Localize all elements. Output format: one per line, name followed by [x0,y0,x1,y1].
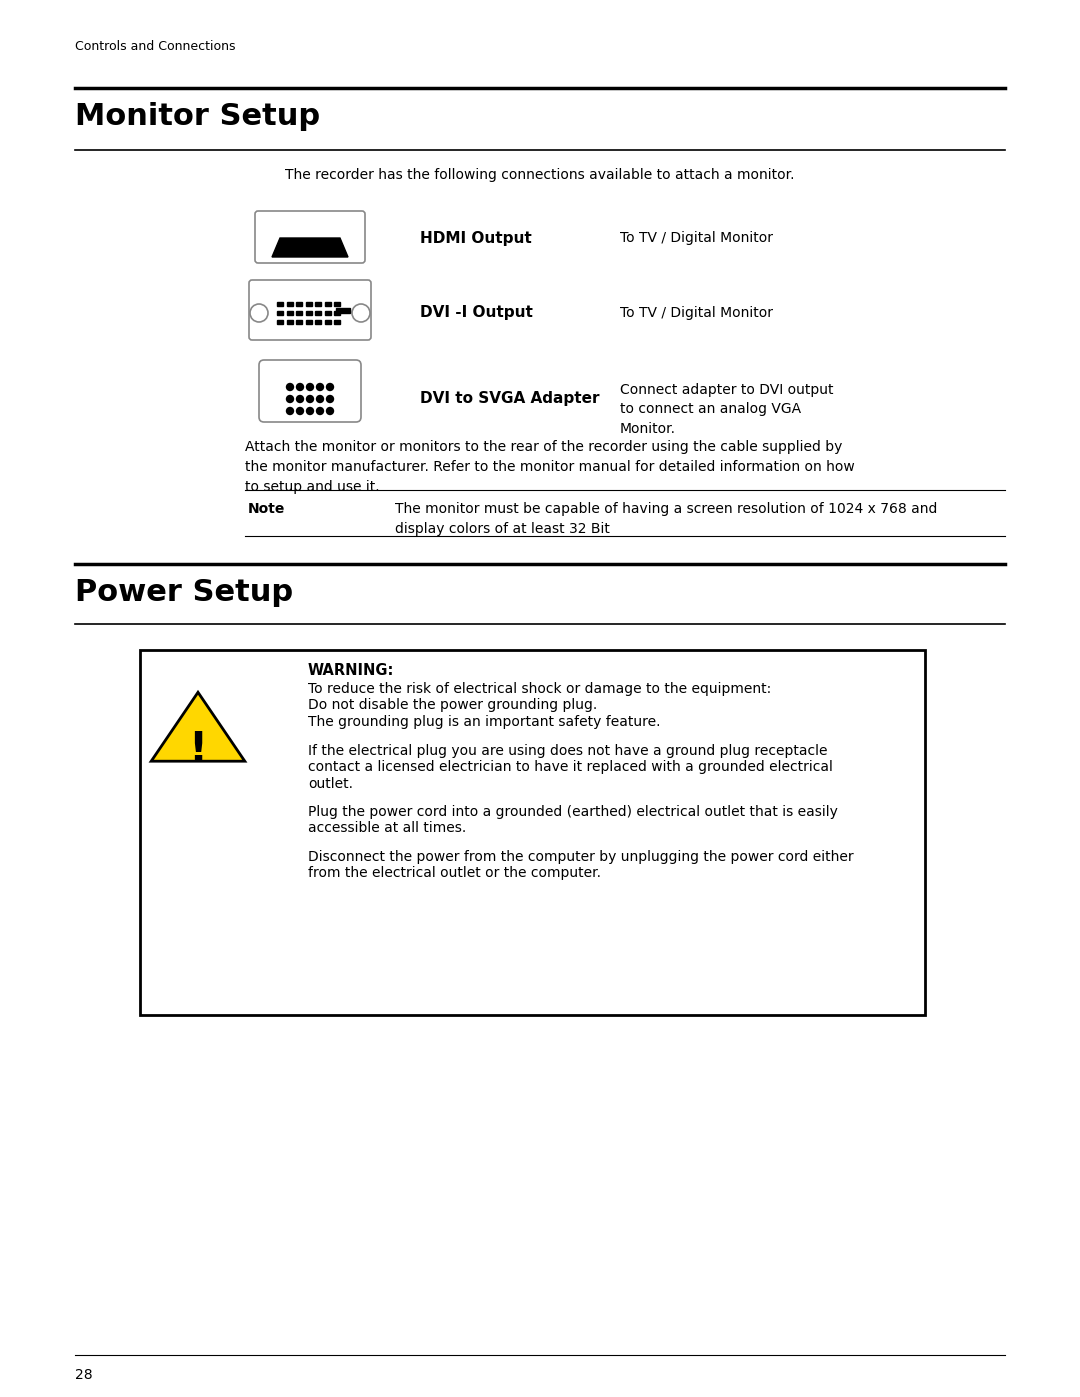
Circle shape [316,408,324,415]
Text: To TV / Digital Monitor: To TV / Digital Monitor [620,231,773,244]
Text: Controls and Connections: Controls and Connections [75,41,235,53]
Polygon shape [151,693,245,761]
Circle shape [297,384,303,391]
Bar [315,312,321,314]
Circle shape [249,305,268,321]
Bar [324,320,330,324]
Text: Note: Note [248,502,285,515]
Circle shape [286,408,294,415]
Text: accessible at all times.: accessible at all times. [308,821,467,835]
Bar [324,312,330,314]
FancyBboxPatch shape [259,360,361,422]
Text: If the electrical plug you are using does not have a ground plug receptacle: If the electrical plug you are using doe… [308,743,827,757]
Circle shape [297,408,303,415]
Circle shape [326,384,334,391]
Circle shape [307,384,313,391]
Bar [324,302,330,306]
Bar [276,302,283,306]
Bar [306,320,311,324]
Text: contact a licensed electrician to have it replaced with a grounded electrical: contact a licensed electrician to have i… [308,760,833,774]
Polygon shape [272,237,348,257]
Bar [315,302,321,306]
Text: HDMI Output: HDMI Output [420,231,531,246]
Text: To TV / Digital Monitor: To TV / Digital Monitor [620,306,773,320]
Text: To reduce the risk of electrical shock or damage to the equipment:: To reduce the risk of electrical shock o… [308,682,771,696]
Circle shape [316,384,324,391]
Circle shape [307,395,313,402]
Bar [276,320,283,324]
Bar [334,312,340,314]
Circle shape [316,395,324,402]
Circle shape [297,395,303,402]
Text: Attach the monitor or monitors to the rear of the recorder using the cable suppl: Attach the monitor or monitors to the re… [245,440,854,495]
Circle shape [326,395,334,402]
Text: Connect adapter to DVI output
to connect an analog VGA
Monitor.: Connect adapter to DVI output to connect… [620,383,834,436]
Bar [296,312,302,314]
Text: from the electrical outlet or the computer.: from the electrical outlet or the comput… [308,866,600,880]
Circle shape [326,408,334,415]
Circle shape [352,305,370,321]
Text: !: ! [188,729,207,771]
Bar [296,302,302,306]
Circle shape [286,395,294,402]
Text: DVI -I Output: DVI -I Output [420,306,532,320]
Text: Disconnect the power from the computer by unplugging the power cord either: Disconnect the power from the computer b… [308,849,853,863]
Circle shape [307,408,313,415]
Text: Do not disable the power grounding plug.: Do not disable the power grounding plug. [308,698,597,712]
Text: Plug the power cord into a grounded (earthed) electrical outlet that is easily: Plug the power cord into a grounded (ear… [308,805,838,819]
Bar [276,312,283,314]
Text: DVI to SVGA Adapter: DVI to SVGA Adapter [420,391,599,407]
Bar [140,650,924,1016]
Text: 28: 28 [75,1368,93,1382]
Bar [286,312,293,314]
Text: Power Setup: Power Setup [75,578,293,608]
FancyBboxPatch shape [249,279,372,339]
Text: WARNING:: WARNING: [308,664,394,678]
Bar [286,302,293,306]
Bar [306,312,311,314]
Text: The monitor must be capable of having a screen resolution of 1024 x 768 and
disp: The monitor must be capable of having a … [395,502,937,536]
Bar [334,320,340,324]
Bar [286,320,293,324]
Text: outlet.: outlet. [308,777,353,791]
Text: Monitor Setup: Monitor Setup [75,102,320,131]
Bar [336,307,350,313]
Bar [306,302,311,306]
Bar [296,320,302,324]
Text: The grounding plug is an important safety feature.: The grounding plug is an important safet… [308,715,661,729]
FancyBboxPatch shape [255,211,365,263]
Bar [315,320,321,324]
Circle shape [286,384,294,391]
Text: The recorder has the following connections available to attach a monitor.: The recorder has the following connectio… [285,168,795,182]
Bar [334,302,340,306]
